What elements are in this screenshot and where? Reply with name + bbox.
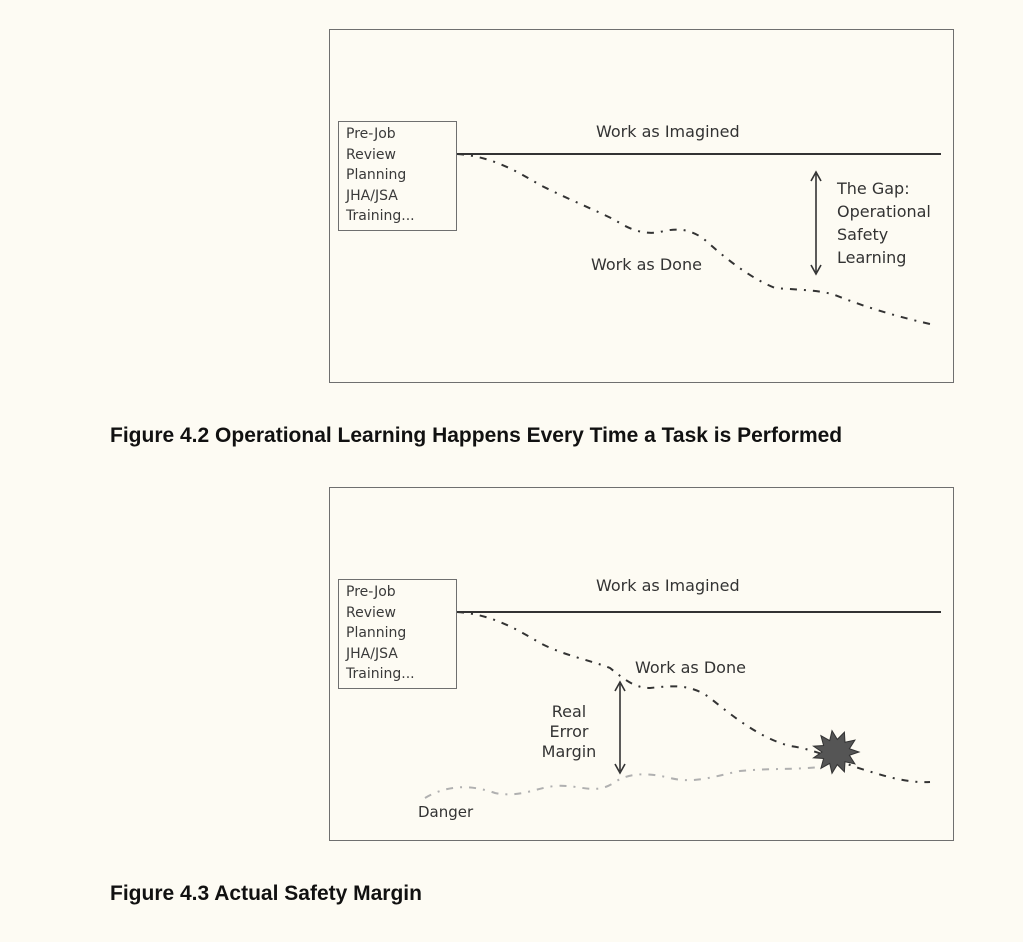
pre-job-line: Review (346, 146, 396, 163)
real-error-margin-line: Real (551, 702, 587, 721)
pre-job-line: Pre-Job (346, 584, 396, 600)
pre-job-line: Review (346, 604, 396, 621)
gap-label: The Gap: Operational Safety Learning (837, 177, 931, 269)
gap-label-line: Operational (837, 202, 931, 221)
figure-4-3-panel: Pre-Job Review Planning JHA/JSA Training… (329, 487, 954, 841)
gap-label-line: Learning (837, 248, 907, 267)
figure-4-2-drawing (456, 153, 941, 325)
figure-4-3-caption: Figure 4.3 Actual Safety Margin (110, 882, 422, 905)
work-as-done-line (456, 611, 931, 784)
pre-job-box: Pre-Job Review Planning JHA/JSA Training… (338, 121, 457, 231)
work-as-done-label: Work as Done (591, 255, 702, 274)
pre-job-line: Training... (346, 208, 415, 224)
figure-4-2-caption: Figure 4.2 Operational Learning Happens … (110, 424, 843, 447)
pre-job-line: Pre-Job (346, 126, 396, 142)
real-error-margin-line: Error (549, 722, 589, 741)
pre-job-line: Planning (346, 625, 407, 641)
gap-arrow (810, 170, 822, 276)
real-error-margin-label: Real Error Margin (539, 702, 599, 762)
work-as-done-label: Work as Done (635, 658, 746, 677)
real-error-margin-arrow (614, 680, 626, 775)
pre-job-line: JHA/JSA (346, 645, 398, 662)
danger-label: Danger (418, 803, 474, 821)
real-error-margin-line: Margin (541, 742, 597, 761)
pre-job-line: Planning (346, 167, 407, 183)
work-as-imagined-label: Work as Imagined (596, 576, 740, 595)
figure-4-3-drawing (424, 611, 941, 799)
figure-4-2-panel: Pre-Job Review Planning JHA/JSA Training… (329, 29, 954, 383)
gap-label-line: Safety (837, 225, 889, 244)
work-as-imagined-label: Work as Imagined (596, 122, 740, 141)
incident-burst-icon (812, 729, 861, 775)
pre-job-line: JHA/JSA (346, 187, 398, 204)
danger-line (424, 766, 821, 799)
gap-label-line: The Gap: (837, 179, 910, 198)
pre-job-box: Pre-Job Review Planning JHA/JSA Training… (338, 579, 457, 689)
pre-job-line: Training... (346, 666, 415, 682)
